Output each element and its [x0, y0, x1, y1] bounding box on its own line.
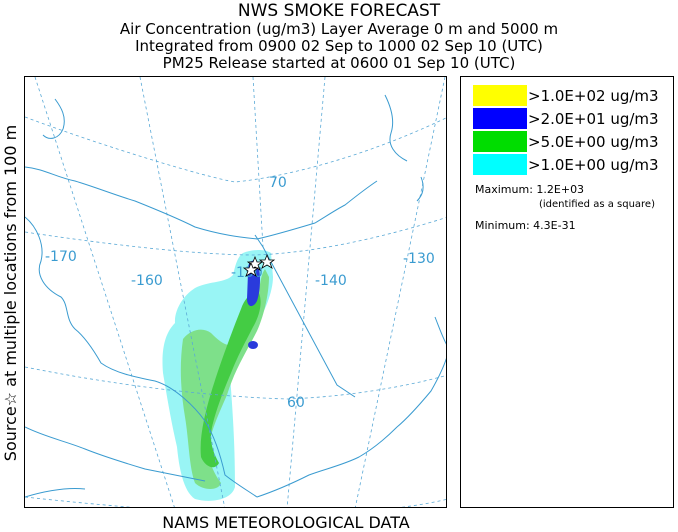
legend-label-1: >1.0E+02 ug/m3 — [528, 87, 659, 105]
source-star-icon — [242, 253, 276, 277]
lat-label-70: 70 — [269, 175, 287, 191]
plume-blue-spot — [248, 341, 258, 349]
legend-swatch-yellow — [473, 85, 527, 106]
legend-label-4: >1.0E+00 ug/m3 — [528, 156, 659, 174]
source-label: Source☆ at multiple locations from 100 m — [1, 124, 20, 462]
legend-label-3: >5.0E+00 ug/m3 — [528, 133, 659, 151]
coastline — [25, 94, 446, 498]
border-line — [254, 234, 356, 398]
forecast-title: NWS SMOKE FORECAST — [237, 1, 441, 21]
legend-label-2: >2.0E+01 ug/m3 — [528, 110, 659, 128]
lon-label-170: -170 — [45, 249, 77, 265]
smoke-map: -170 -160 -150 -140 -130 70 60 — [25, 77, 446, 507]
map-panel: -170 -160 -150 -140 -130 70 60 — [24, 76, 447, 508]
minimum-value: Minimum: 4.3E-31 — [475, 219, 576, 232]
lon-label-140: -140 — [315, 273, 347, 289]
legend-swatch-cyan — [473, 154, 527, 175]
concentration-subtitle: Air Concentration (ug/m3) Layer Average … — [119, 20, 559, 38]
legend-swatch-blue — [473, 108, 527, 129]
legend-swatch-green — [473, 131, 527, 152]
lat-label-60: 60 — [287, 395, 305, 411]
release-time: PM25 Release started at 0600 01 Sep 10 (… — [162, 54, 516, 72]
data-source-label: NAMS METEOROLOGICAL DATA — [162, 513, 410, 532]
maximum-note: (identified as a square) — [539, 199, 655, 210]
plume-green-core — [200, 292, 261, 468]
maximum-value: Maximum: 1.2E+03 — [475, 183, 585, 196]
integration-period: Integrated from 0900 02 Sep to 1000 02 S… — [135, 37, 543, 55]
legend-panel: >1.0E+02 ug/m3 >2.0E+01 ug/m3 >5.0E+00 u… — [460, 76, 674, 508]
lon-label-130: -130 — [403, 251, 435, 267]
lon-label-160: -160 — [131, 273, 163, 289]
graticule — [25, 77, 446, 507]
